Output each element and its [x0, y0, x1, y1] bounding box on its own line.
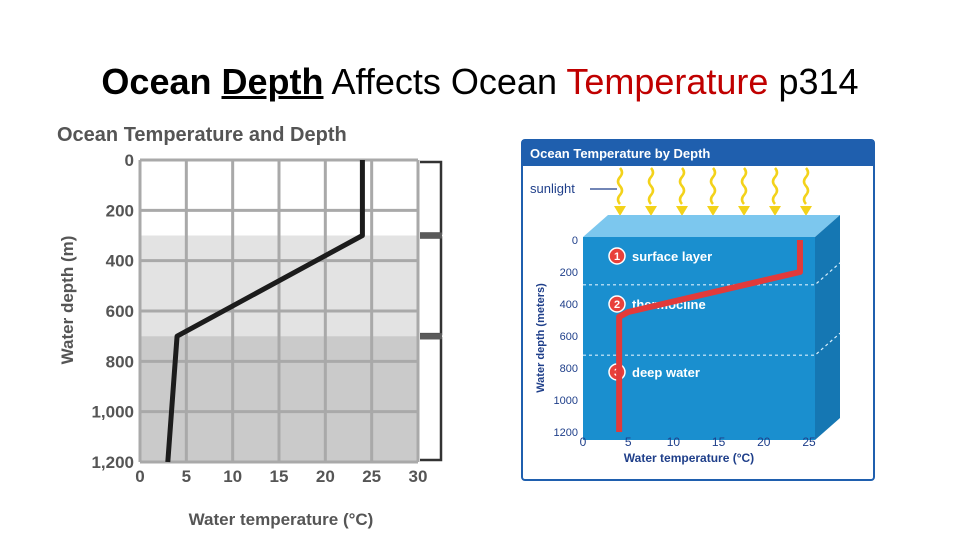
left-x-tick-label: 30 [409, 467, 428, 486]
right-x-tick-label: 5 [625, 435, 632, 449]
layer-divider-line [583, 262, 841, 286]
left-tick-labels: 0 5 10 15 20 25 30 0 200 400 600 800 1,000 1,200 [91, 151, 427, 486]
left-y-tick-label: 800 [106, 352, 134, 371]
title-page-ref: p314 [778, 61, 859, 102]
sunlight-ray-arrowhead [707, 206, 719, 216]
layer-number-badge [608, 247, 626, 265]
layer-dividers [583, 262, 841, 356]
ocean-cube-top [583, 215, 840, 237]
slide-title: Ocean Depth Affects Ocean Temperature p3… [0, 60, 960, 104]
left-x-tick-label: 20 [316, 467, 335, 486]
sunlight-rays [614, 167, 812, 216]
sunlight-ray [802, 167, 810, 205]
left-zone-boundary-marker [420, 333, 442, 340]
left-zone-boundary-marker [420, 232, 442, 239]
left-gridlines [138, 158, 420, 464]
right-y-tick-label: 600 [560, 331, 578, 343]
left-x-tick-label: 15 [270, 467, 289, 486]
left-y-axis-label: Water depth (m) [58, 236, 77, 365]
sunlight-ray [771, 167, 779, 205]
right-panel-header [522, 140, 874, 166]
left-x-tick-label: 25 [362, 467, 381, 486]
right-x-axis-label: Water temperature (°C) [624, 451, 754, 465]
sunlight-ray-arrowhead [738, 206, 750, 216]
left-chart-title: Ocean Temperature and Depth [57, 124, 347, 146]
sunlight-ray-arrowhead [800, 206, 812, 216]
sunlight-ray-arrowhead [614, 206, 626, 216]
right-x-tick-label: 10 [667, 435, 681, 449]
right-x-tick-label: 0 [580, 435, 587, 449]
right-y-axis-label: Water depth (meters) [535, 283, 547, 393]
sunlight-ray [647, 167, 655, 205]
right-x-tick-label: 20 [757, 435, 771, 449]
left-temperature-profile-line [165, 160, 365, 463]
layer-divider-line [583, 332, 841, 356]
title-word-depth: Depth [221, 61, 324, 102]
left-x-tick-label: 10 [223, 467, 242, 486]
sunlight-ray [740, 167, 748, 205]
right-y-tick-label: 1000 [554, 395, 578, 407]
title-word-ocean: Ocean [101, 61, 212, 102]
title-words-affects: Affects Ocean [331, 61, 557, 102]
left-x-tick-label: 0 [135, 467, 144, 486]
left-zone-brackets [420, 160, 443, 462]
right-y-tick-label: 1200 [554, 427, 578, 439]
sunlight-label: sunlight [530, 181, 575, 196]
sunlight-ray-arrowhead [769, 206, 781, 216]
ocean-cube-side [815, 215, 840, 440]
left-y-tick-label: 400 [106, 252, 134, 271]
right-y-tick-label: 200 [560, 267, 578, 279]
sunlight-ray [678, 167, 686, 205]
left-x-axis-label: Water temperature (°C) [189, 510, 374, 529]
left-y-tick-label: 1,000 [91, 403, 134, 422]
layer-number-badge [608, 295, 626, 313]
right-chart-title: Ocean Temperature by Depth [530, 146, 710, 161]
layer-number: 1 [614, 251, 620, 263]
right-y-tick-label: 0 [572, 235, 578, 247]
right-x-tick-label: 25 [802, 435, 816, 449]
right-x-tick-label: 15 [712, 435, 726, 449]
sunlight-ray-arrowhead [645, 206, 657, 216]
right-temperature-profile-line [616, 240, 803, 432]
sunlight-ray-arrowhead [676, 206, 688, 216]
right-y-tick-label: 400 [560, 299, 578, 311]
left-y-tick-label: 1,200 [91, 453, 134, 472]
layer-number: 2 [614, 299, 620, 311]
left-y-tick-label: 0 [125, 151, 134, 170]
left-y-tick-label: 600 [106, 302, 134, 321]
left-x-tick-label: 5 [182, 467, 191, 486]
left-y-tick-label: 200 [106, 201, 134, 220]
right-y-tick-label: 800 [560, 363, 578, 375]
layer-label-surface-layer: surface layer [632, 249, 712, 264]
sunlight-ray [616, 167, 624, 205]
title-word-temperature: Temperature [566, 61, 769, 102]
sunlight-ray [709, 167, 717, 205]
layer-label-deep-water: deep water [632, 365, 700, 380]
